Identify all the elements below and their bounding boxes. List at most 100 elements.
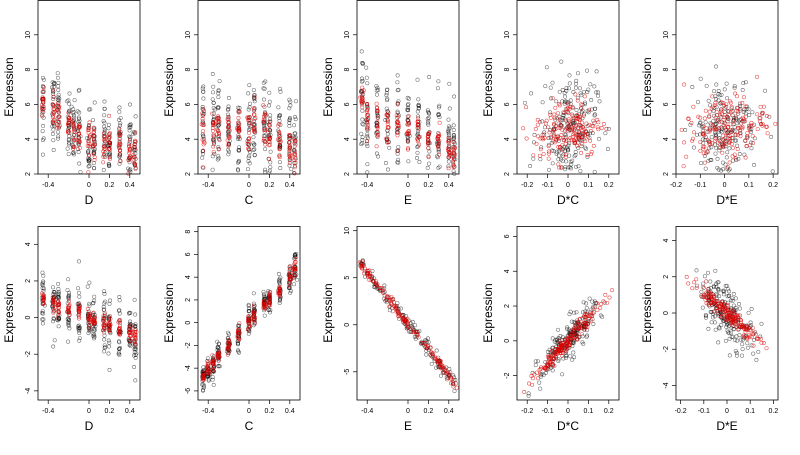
observed-point — [246, 107, 251, 112]
fitted-point — [360, 85, 365, 90]
observed-point — [132, 297, 137, 302]
observed-point — [395, 130, 399, 135]
fitted-point — [705, 149, 710, 154]
observed-point — [451, 381, 455, 386]
fitted-point — [743, 119, 747, 124]
fitted-point — [252, 107, 257, 112]
observed-point — [426, 336, 430, 341]
observed-point — [41, 311, 45, 316]
fitted-point — [266, 129, 271, 134]
fitted-point — [573, 132, 578, 137]
observed-point — [544, 65, 549, 70]
observed-point — [568, 309, 573, 314]
observed-point — [263, 147, 268, 152]
fitted-point — [200, 377, 205, 382]
fitted-point — [291, 265, 296, 270]
observed-point — [211, 90, 215, 95]
observed-point — [133, 342, 138, 347]
fitted-point — [452, 151, 457, 156]
fitted-point — [570, 336, 575, 341]
observed-point — [718, 101, 723, 106]
observed-point — [580, 334, 585, 339]
observed-point — [200, 149, 205, 154]
fitted-point — [711, 294, 716, 299]
observed-point — [210, 167, 215, 172]
observed-point — [41, 288, 46, 293]
y-tick-label: -4 — [663, 382, 670, 388]
observed-point — [740, 347, 745, 352]
observed-point — [262, 123, 267, 128]
fitted-point — [252, 95, 257, 100]
observed-point — [725, 294, 730, 299]
observed-point — [451, 128, 456, 132]
observed-point — [603, 131, 608, 136]
fitted-point — [446, 139, 451, 144]
x-tick-label: -0.1 — [694, 182, 706, 189]
observed-point — [251, 291, 256, 296]
observed-point — [720, 141, 725, 146]
observed-point — [436, 146, 441, 151]
observed-point — [564, 86, 569, 91]
fitted-point — [757, 116, 762, 121]
fitted-point — [452, 148, 457, 153]
observed-point — [712, 320, 717, 325]
fitted-point — [711, 295, 716, 300]
observed-point — [375, 113, 380, 118]
fitted-point — [744, 144, 749, 148]
observed-point — [694, 268, 699, 273]
fitted-point — [117, 127, 122, 132]
fitted-point — [266, 139, 271, 144]
observed-point — [277, 277, 282, 282]
observed-point — [729, 335, 734, 340]
observed-point — [704, 83, 709, 88]
observed-point — [555, 338, 560, 342]
fitted-point — [759, 340, 764, 345]
observed-point — [734, 158, 739, 162]
fitted-point — [416, 335, 421, 340]
fitted-point — [50, 119, 55, 124]
fitted-point — [366, 116, 371, 121]
observed-point — [375, 92, 379, 97]
fitted-point — [566, 117, 571, 122]
fitted-point — [374, 282, 379, 287]
observed-point — [714, 97, 718, 102]
observed-point — [292, 123, 297, 128]
fitted-point — [396, 126, 401, 131]
observed-point — [436, 112, 441, 116]
observed-point — [52, 338, 57, 343]
observed-point — [71, 110, 76, 115]
fitted-point — [543, 121, 548, 126]
fitted-point — [546, 156, 551, 161]
observed-point — [51, 84, 56, 89]
observed-point — [56, 315, 61, 320]
observed-point — [749, 146, 754, 151]
x-axis-title: D*E — [716, 419, 737, 433]
observed-point — [56, 136, 61, 141]
fitted-point — [713, 102, 718, 107]
fitted-point — [601, 122, 606, 126]
fitted-point — [709, 106, 714, 111]
fitted-point — [741, 334, 746, 339]
fitted-point — [719, 107, 723, 112]
observed-point — [261, 292, 266, 297]
fitted-point — [86, 153, 91, 157]
observed-point — [76, 128, 81, 133]
observed-point — [694, 132, 699, 137]
fitted-point — [567, 119, 572, 124]
fitted-point — [395, 102, 400, 107]
observed-point — [65, 99, 70, 104]
fitted-point — [216, 114, 221, 119]
observed-point — [570, 357, 575, 362]
observed-point — [278, 86, 283, 91]
fitted-point — [437, 360, 442, 365]
x-tick-label: 0.1 — [584, 408, 594, 415]
observed-point — [92, 336, 97, 341]
fitted-point — [252, 310, 257, 315]
fitted-point — [722, 137, 727, 142]
fitted-point — [454, 385, 459, 390]
observed-point — [77, 259, 81, 264]
observed-point — [558, 334, 563, 338]
fitted-point — [707, 295, 711, 300]
fitted-point — [538, 367, 543, 371]
fitted-point — [563, 348, 568, 353]
